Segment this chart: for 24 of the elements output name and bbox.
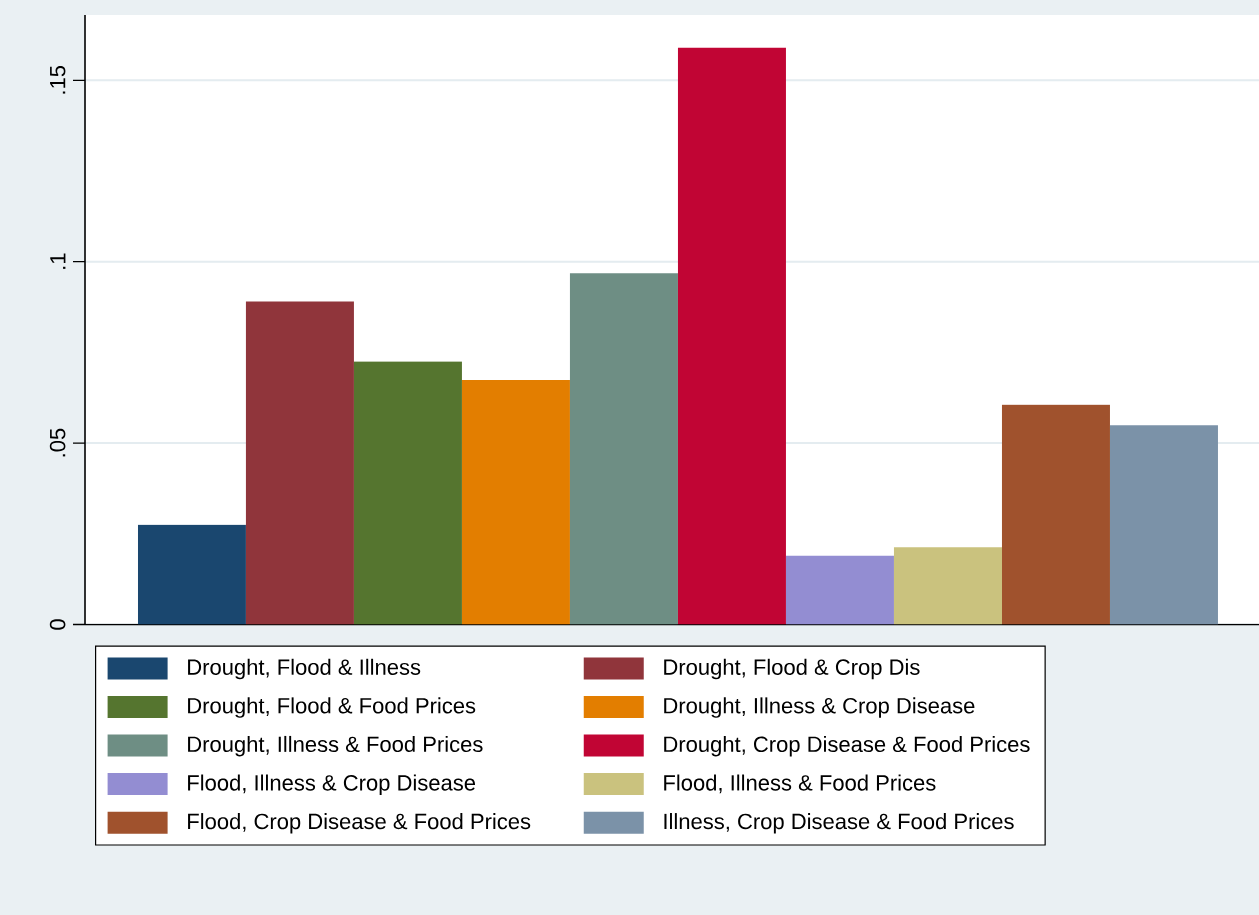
- legend-label: Drought, Crop Disease & Food Prices: [664, 735, 1030, 757]
- bar: [137, 524, 246, 625]
- bar: [353, 361, 462, 625]
- y-tick-label: .1: [50, 253, 66, 269]
- bar: [677, 47, 786, 625]
- legend-label: Drought, Illness & Food Prices: [188, 735, 483, 757]
- legend-label: Illness, Crop Disease & Food Prices: [664, 813, 1014, 834]
- y-tick-label: 0: [49, 619, 66, 630]
- bar: [893, 547, 1002, 625]
- bar: [461, 379, 570, 625]
- bar: [569, 273, 678, 625]
- legend-label: Drought, Flood & Illness: [188, 658, 421, 680]
- y-tick-label: .15: [50, 65, 66, 94]
- legend-label: Drought, Flood & Food Prices: [188, 697, 476, 718]
- bar: [245, 301, 354, 625]
- legend-label: Drought, Flood & Crop Dis: [664, 658, 920, 680]
- bar: [1001, 404, 1110, 625]
- bar: [1109, 425, 1218, 625]
- y-tick-label: .05: [49, 428, 66, 457]
- legend-label: Flood, Illness & Food Prices: [664, 774, 936, 794]
- bar: [785, 555, 894, 625]
- legend-label: Flood, Illness & Crop Disease: [188, 774, 476, 795]
- legend-label: Drought, Illness & Crop Disease: [664, 697, 975, 718]
- legend-label: Flood, Crop Disease & Food Prices: [188, 813, 531, 834]
